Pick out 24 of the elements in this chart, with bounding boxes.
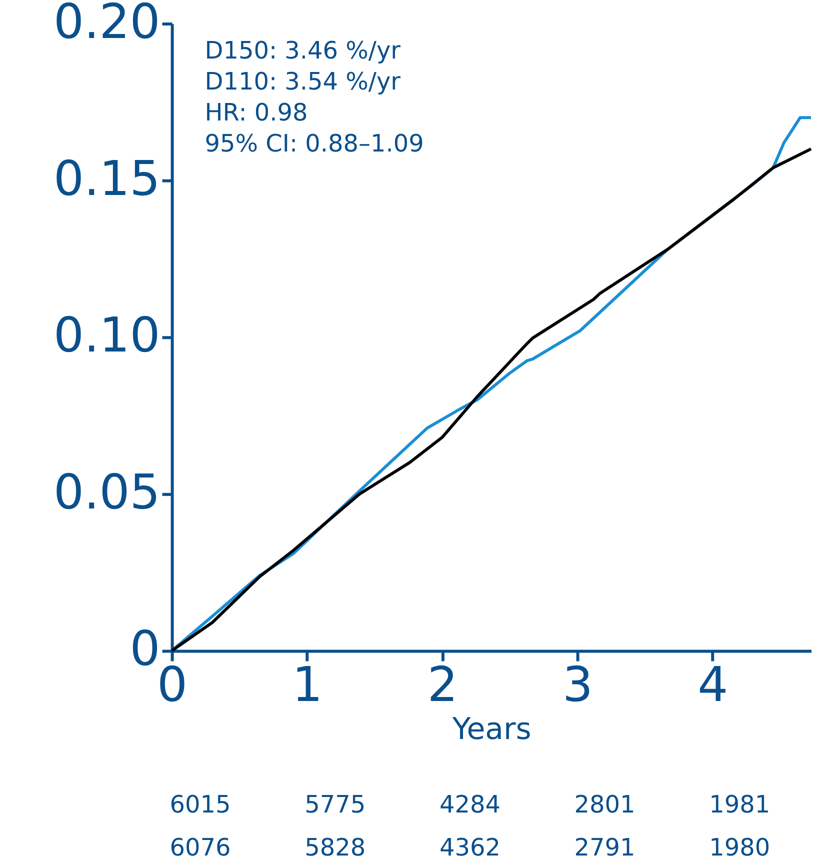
annotation: HR: 0.98: [204, 98, 308, 126]
y-tick-label: 0.05: [54, 465, 160, 520]
text: 5775: [304, 790, 366, 819]
annotation: D150: 3.46 %/yr: [204, 36, 401, 64]
text: 1981: [709, 790, 770, 819]
y-tick-label: 0.10: [54, 308, 160, 364]
y-tick-label: 0: [130, 622, 160, 678]
text: 2791: [574, 833, 636, 862]
annotation: D110: 3.54 %/yr: [204, 67, 401, 96]
text: 2801: [574, 790, 636, 819]
y-tick-label: 0.15: [54, 152, 160, 207]
text: 4284: [439, 790, 500, 819]
text: 6015: [170, 790, 231, 819]
text: 1980: [709, 833, 770, 862]
y-tick-label: 0.20: [54, 0, 160, 50]
annotation: 95% CI: 0.88–1.09: [204, 129, 424, 158]
text: 6076: [170, 833, 231, 862]
x-tick-label: 3: [562, 658, 593, 714]
x-tick-label: 1: [292, 658, 323, 714]
text: 5828: [304, 833, 366, 862]
text: 4362: [439, 833, 500, 862]
x-tick-label: 4: [698, 658, 728, 714]
x-tick-label: 2: [427, 658, 458, 714]
x-axis-title: Years: [451, 712, 532, 748]
